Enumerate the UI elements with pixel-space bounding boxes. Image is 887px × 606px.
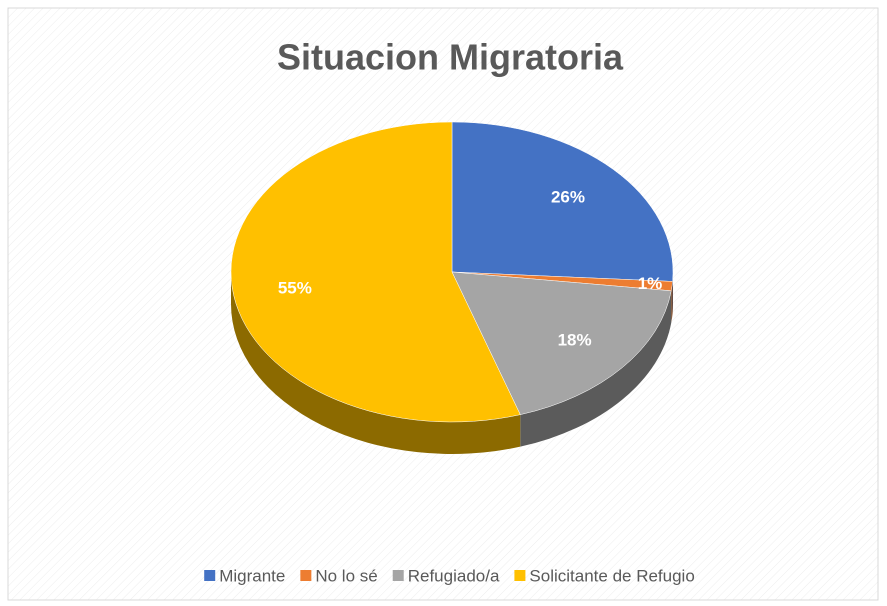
pie-slice xyxy=(451,121,674,282)
pie-slice xyxy=(451,271,672,415)
legend-label: Refugiado/a xyxy=(408,566,500,585)
legend-swatch xyxy=(204,570,216,581)
legend-item: Refugiado/a xyxy=(392,566,500,585)
legend: Migrante No lo sé Refugiado/a Solicitante d… xyxy=(204,566,695,585)
chart-title: Situacion Migratoria xyxy=(277,37,624,78)
data-label: 26% xyxy=(551,188,585,207)
pie-side xyxy=(671,281,673,323)
pie: 26% 1% 18% 55% xyxy=(230,121,674,454)
legend-item: Migrante xyxy=(204,566,285,585)
data-label: 18% xyxy=(558,330,592,349)
data-label: 55% xyxy=(278,278,312,297)
pie-side xyxy=(520,290,672,447)
legend-swatch xyxy=(300,570,312,581)
legend-item: No lo sé xyxy=(300,566,378,585)
pie-slice xyxy=(230,121,521,423)
legend-label: Solicitante de Refugio xyxy=(529,566,694,585)
legend-swatch xyxy=(514,570,526,581)
data-label: 1% xyxy=(638,274,663,293)
legend-item: Solicitante de Refugio xyxy=(514,566,695,585)
legend-swatch xyxy=(392,570,404,581)
legend-label: Migrante xyxy=(219,566,285,585)
legend-label: No lo sé xyxy=(315,566,377,585)
pie-side xyxy=(231,272,521,454)
